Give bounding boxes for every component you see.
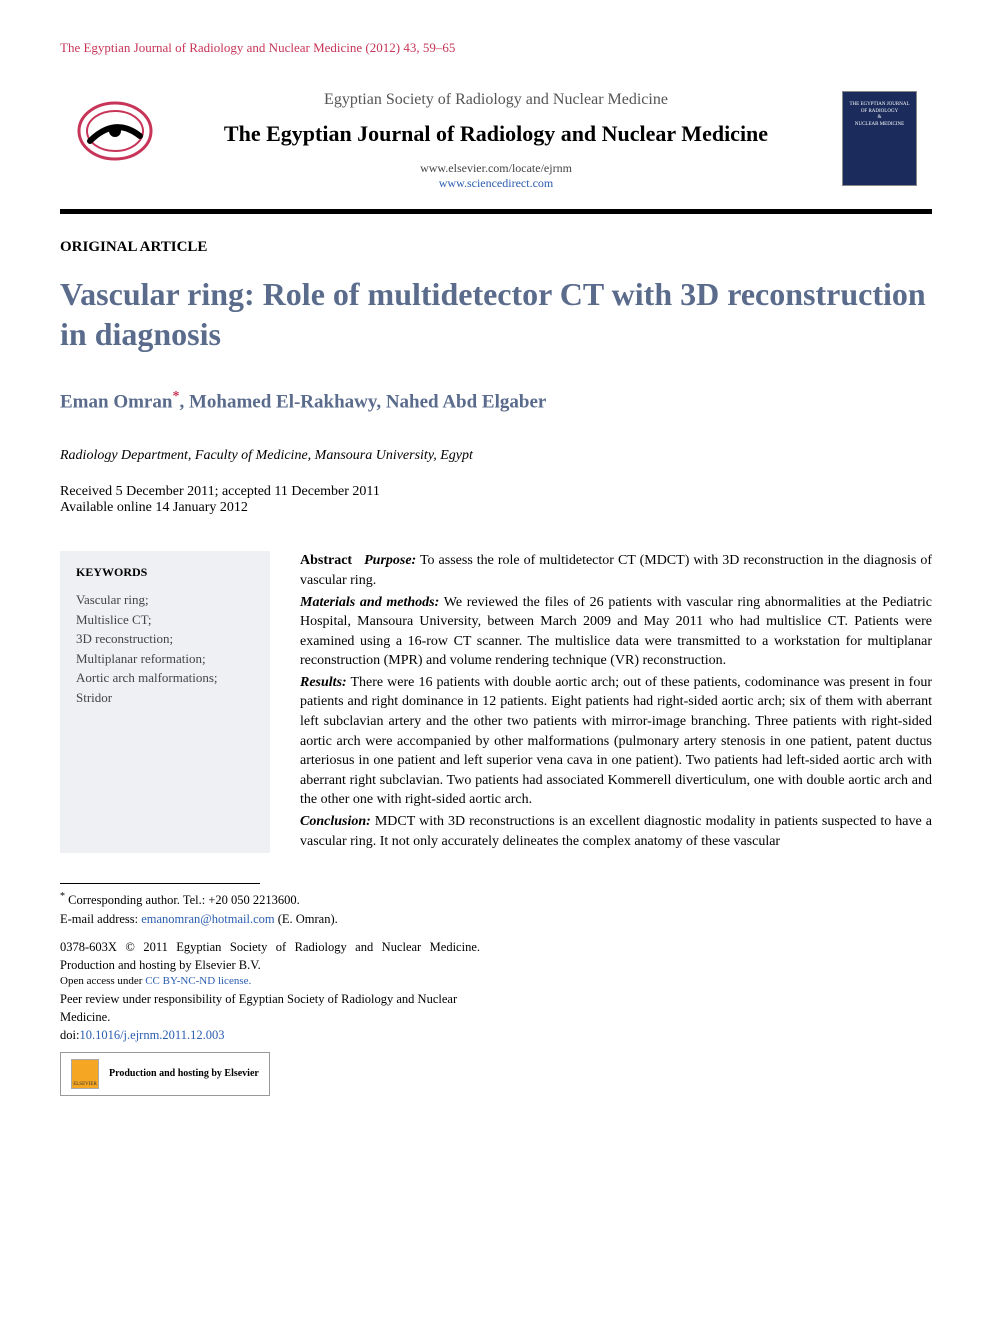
keyword-item: Vascular ring;	[76, 590, 254, 610]
keyword-item: Aortic arch malformations;	[76, 668, 254, 688]
results-text: There were 16 patients with double aorti…	[300, 675, 932, 808]
doi-link[interactable]: 10.1016/j.ejrnm.2011.12.003	[79, 1028, 224, 1042]
header-rule	[60, 209, 932, 214]
online-date: Available online 14 January 2012	[60, 500, 932, 516]
article-type: ORIGINAL ARTICLE	[60, 239, 932, 256]
journal-name: The Egyptian Journal of Radiology and Nu…	[80, 121, 912, 147]
email-link[interactable]: emanomran@hotmail.com	[141, 912, 274, 926]
keyword-item: 3D reconstruction;	[76, 629, 254, 649]
author-3: Nahed Abd Elgaber	[386, 391, 546, 412]
keywords-box: KEYWORDS Vascular ring; Multislice CT; 3…	[60, 551, 270, 853]
elsevier-logo: ELSEVIER	[71, 1059, 99, 1089]
author-2: Mohamed El-Rakhawy	[189, 391, 376, 412]
conclusion-text: MDCT with 3D reconstructions is an excel…	[300, 814, 932, 849]
elsevier-logo-label: ELSEVIER	[73, 1081, 97, 1088]
email-suffix: (E. Omran).	[275, 912, 338, 926]
open-access-prefix: Open access under	[60, 975, 145, 987]
keyword-item: Multislice CT;	[76, 610, 254, 630]
keyword-item: Stridor	[76, 688, 254, 708]
affiliation: Radiology Department, Faculty of Medicin…	[60, 448, 932, 464]
peer-review-line: Peer review under responsibility of Egyp…	[60, 990, 480, 1026]
authors: Eman Omran*, Mohamed El-Rakhawy, Nahed A…	[60, 389, 932, 413]
abstract: Abstract Purpose: To assess the role of …	[300, 551, 932, 853]
journal-cover-thumbnail: THE EGYPTIAN JOURNAL OF RADIOLOGY & NUCL…	[842, 91, 917, 186]
footnotes: * Corresponding author. Tel.: +20 050 22…	[60, 890, 932, 1096]
keyword-item: Multiplanar reformation;	[76, 649, 254, 669]
society-logo	[75, 91, 155, 171]
author-1: Eman Omran	[60, 391, 172, 412]
cover-line-4: NUCLEAR MEDICINE	[850, 122, 910, 129]
footnote-rule	[60, 883, 260, 884]
article-title: Vascular ring: Role of multidetector CT …	[60, 274, 932, 354]
copyright-line: 0378-603X © 2011 Egyptian Society of Rad…	[60, 938, 480, 974]
production-hosting-box: ELSEVIER Production and hosting by Elsev…	[60, 1052, 270, 1096]
cover-line-1: THE EGYPTIAN JOURNAL	[850, 102, 910, 109]
abstract-label: Abstract	[300, 553, 352, 568]
results-label: Results:	[300, 675, 347, 690]
running-head: The Egyptian Journal of Radiology and Nu…	[60, 40, 932, 56]
article-dates: Received 5 December 2011; accepted 11 De…	[60, 484, 932, 516]
keywords-list: Vascular ring; Multislice CT; 3D reconst…	[76, 590, 254, 707]
corr-star-icon: *	[60, 891, 65, 902]
corresponding-author: Corresponding author. Tel.: +20 050 2213…	[68, 893, 300, 907]
journal-url-elsevier[interactable]: www.elsevier.com/locate/ejrnm	[80, 161, 912, 176]
keywords-heading: KEYWORDS	[76, 565, 254, 580]
journal-header: THE EGYPTIAN JOURNAL OF RADIOLOGY & NUCL…	[60, 76, 932, 201]
doi-prefix: doi:	[60, 1028, 79, 1042]
purpose-label: Purpose:	[364, 553, 416, 568]
author-sep-2: ,	[376, 391, 386, 412]
methods-label: Materials and methods:	[300, 595, 439, 610]
production-hosting-text: Production and hosting by Elsevier	[109, 1067, 259, 1082]
keywords-abstract-row: KEYWORDS Vascular ring; Multislice CT; 3…	[60, 551, 932, 853]
conclusion-label: Conclusion:	[300, 814, 371, 829]
journal-url-sciencedirect[interactable]: www.sciencedirect.com	[80, 176, 912, 191]
author-sep-1: ,	[179, 391, 189, 412]
society-name: Egyptian Society of Radiology and Nuclea…	[80, 91, 912, 109]
license-link[interactable]: CC BY-NC-ND license.	[145, 975, 251, 987]
email-label: E-mail address:	[60, 912, 141, 926]
received-accepted-date: Received 5 December 2011; accepted 11 De…	[60, 484, 932, 500]
